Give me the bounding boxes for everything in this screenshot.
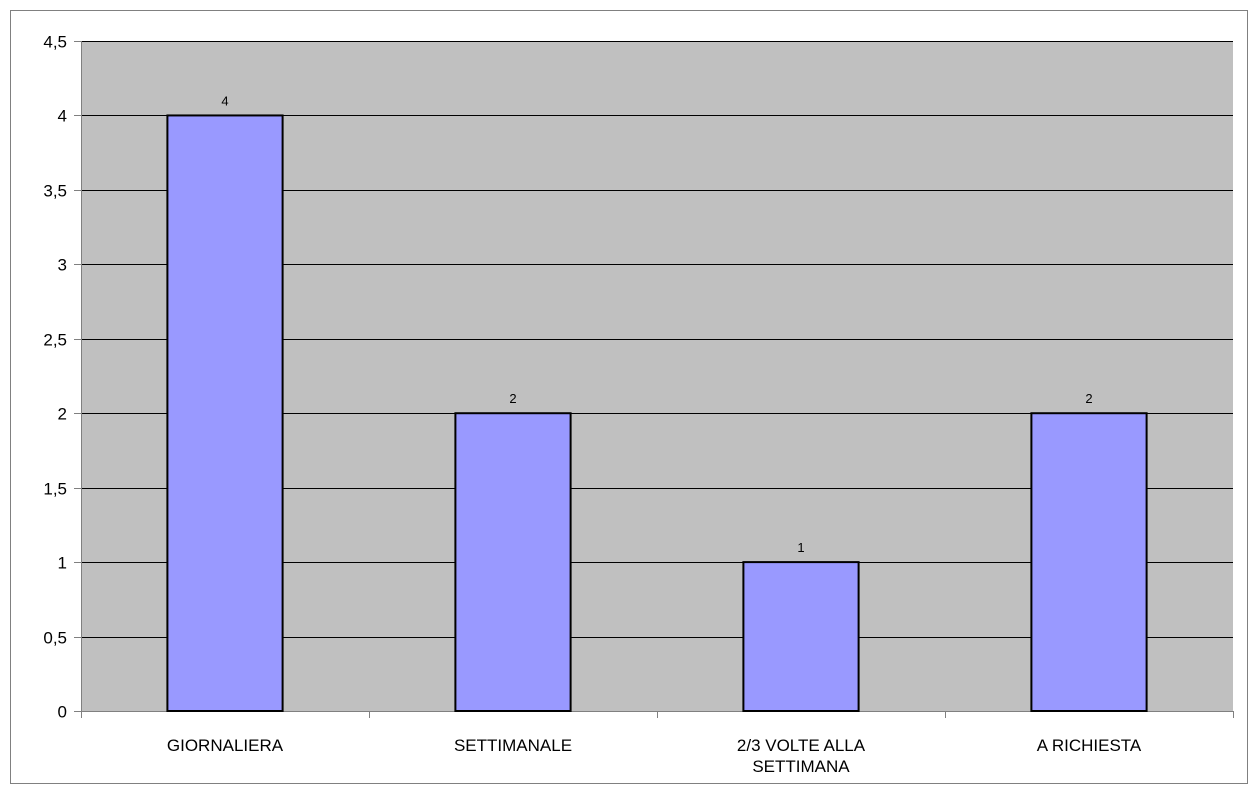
y-tick-label: 1 — [58, 554, 67, 573]
y-axis: 0 0,5 1 1,5 2 2,5 3 3,5 4 4,5 — [43, 33, 82, 722]
y-tick-label: 2,5 — [43, 331, 67, 350]
bar — [454, 412, 572, 712]
bar — [1030, 412, 1148, 712]
data-label: 4 — [221, 93, 228, 108]
x-category-label: SETTIMANALE — [454, 736, 572, 755]
bar — [166, 114, 284, 712]
chart-frame — [10, 10, 1248, 784]
x-axis: GIORNALIERA SETTIMANALE 2/3 VOLTE ALLA SETT… — [81, 711, 1234, 776]
data-label: 1 — [797, 540, 804, 555]
data-label: 2 — [509, 391, 516, 406]
data-labels: 4 2 1 2 — [221, 93, 1092, 555]
y-tick-label: 1,5 — [43, 480, 67, 499]
bar — [742, 561, 860, 712]
y-tick-label: 0 — [58, 703, 67, 722]
bars — [166, 114, 1148, 712]
y-tick-label: 4,5 — [43, 33, 67, 52]
y-tick-label: 2 — [58, 405, 67, 424]
x-category-label: 2/3 VOLTE ALLA — [737, 736, 866, 755]
y-tick-label: 0,5 — [43, 629, 67, 648]
y-tick-label: 3,5 — [43, 182, 67, 201]
x-category-label: SETTIMANA — [752, 757, 850, 776]
x-category-label: A RICHIESTA — [1037, 736, 1142, 755]
data-label: 2 — [1085, 391, 1092, 406]
x-category-label: GIORNALIERA — [167, 736, 284, 755]
y-tick-label: 4 — [58, 107, 67, 126]
y-tick-label: 3 — [58, 256, 67, 275]
